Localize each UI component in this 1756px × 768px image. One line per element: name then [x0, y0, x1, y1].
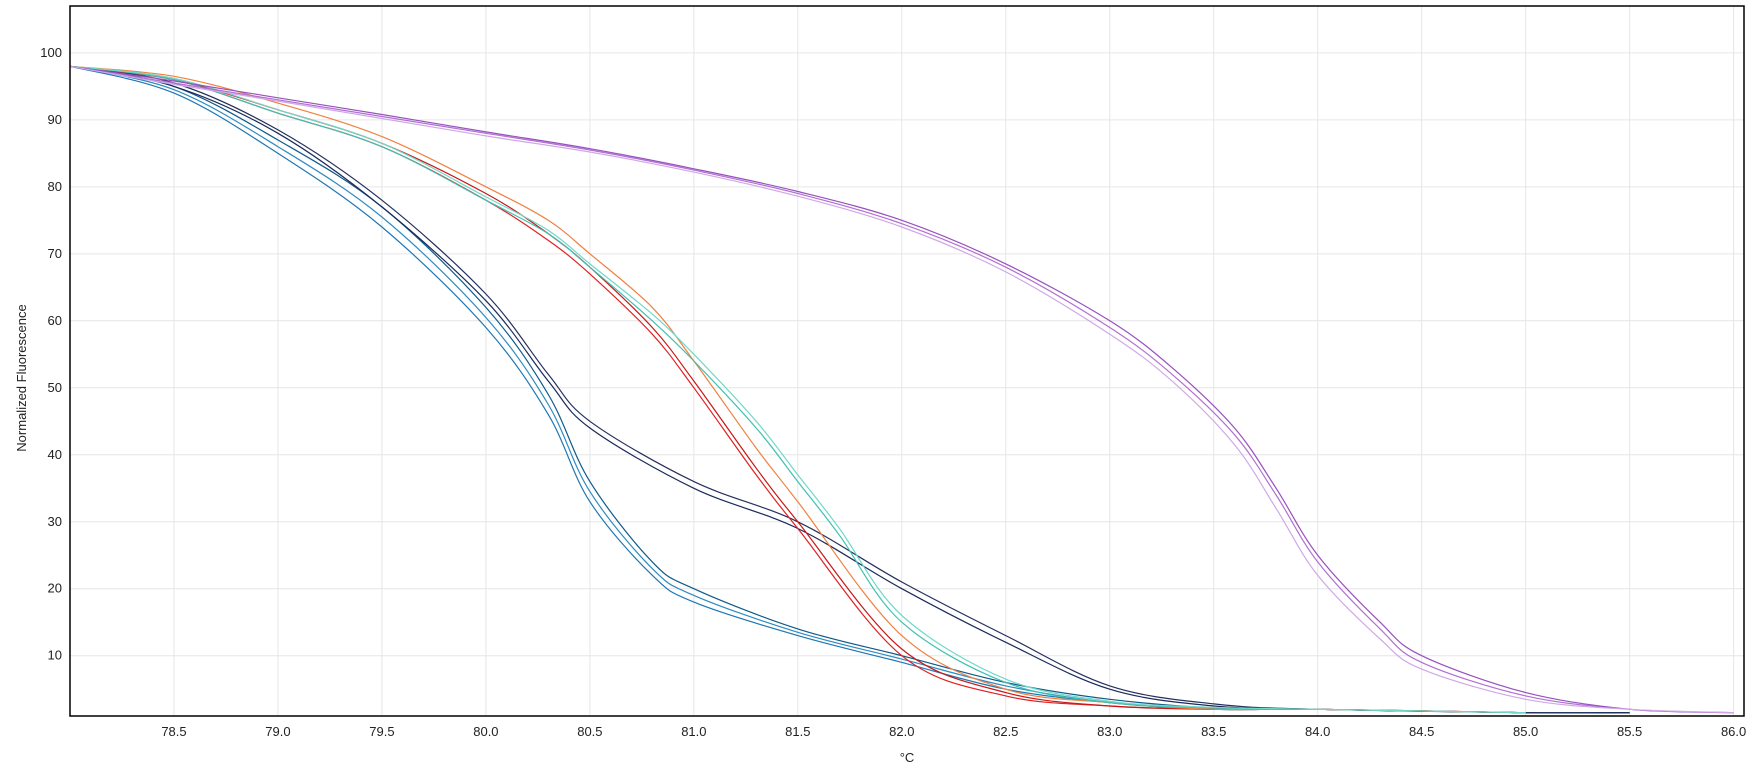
x-tick-label: 83.5 [1201, 724, 1226, 739]
x-tick-labels: 78.5 79.0 79.5 80.0 80.5 81.0 81.5 82.0 82.5 83.0… [161, 724, 1746, 739]
x-tick-label: 84.0 [1305, 724, 1330, 739]
series-line-9 [69, 65, 1526, 714]
x-axis-label: °C [900, 750, 915, 765]
series-line-13 [69, 65, 1734, 714]
y-tick-labels: 100 90 80 70 60 50 40 30 20 10 [40, 45, 62, 663]
x-tick-label: 81.0 [681, 724, 706, 739]
y-axis-label: Normalized Fluorescence [14, 304, 29, 451]
plot-area-background [70, 6, 1744, 716]
y-tick-label: 30 [48, 514, 62, 529]
x-tick-label: 85.0 [1513, 724, 1538, 739]
curves [69, 65, 1734, 714]
x-tick-label: 78.5 [161, 724, 186, 739]
x-tick-label: 80.5 [577, 724, 602, 739]
x-tick-label: 79.5 [369, 724, 394, 739]
x-tick-label: 79.0 [265, 724, 290, 739]
series-line-11 [69, 65, 1734, 714]
series-line-8 [69, 65, 1526, 714]
x-tick-label: 85.5 [1617, 724, 1642, 739]
y-tick-label: 50 [48, 380, 62, 395]
x-tick-label: 82.0 [889, 724, 914, 739]
x-tick-label: 84.5 [1409, 724, 1434, 739]
series-line-12 [69, 65, 1734, 714]
y-tick-label: 20 [48, 581, 62, 596]
y-tick-label: 60 [48, 313, 62, 328]
x-tick-label: 86.0 [1721, 724, 1746, 739]
y-tick-label: 80 [48, 179, 62, 194]
x-tick-label: 82.5 [993, 724, 1018, 739]
y-tick-label: 40 [48, 447, 62, 462]
x-tick-label: 81.5 [785, 724, 810, 739]
x-tick-label: 80.0 [473, 724, 498, 739]
y-tick-label: 100 [40, 45, 62, 60]
y-tick-label: 10 [48, 648, 62, 663]
y-tick-label: 90 [48, 112, 62, 127]
series-line-10 [69, 65, 1526, 714]
plot-area-frame [69, 5, 1745, 717]
grid-lines [70, 6, 1744, 716]
y-tick-label: 70 [48, 246, 62, 261]
x-tick-label: 83.0 [1097, 724, 1122, 739]
